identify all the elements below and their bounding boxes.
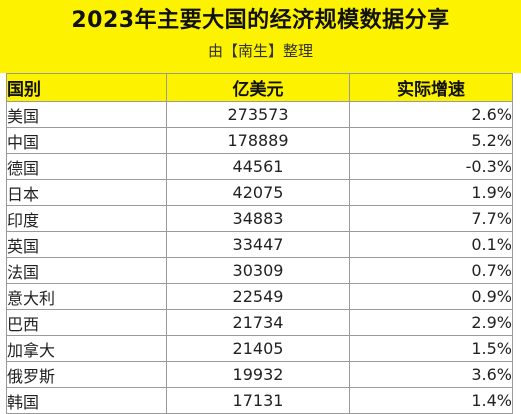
column-header-country: 国别: [6, 73, 167, 102]
table-row: 法国 30309 0.7%: [6, 257, 513, 284]
country-cell: 俄罗斯: [6, 361, 167, 388]
country-cell: 巴西: [6, 309, 167, 336]
table-row: 巴西 21734 2.9%: [6, 309, 513, 336]
value-cell: 42075: [166, 179, 350, 206]
country-cell: 日本: [6, 179, 167, 206]
value-cell: 17131: [166, 387, 350, 414]
country-cell: 英国: [6, 231, 167, 258]
country-cell: 美国: [6, 101, 167, 128]
country-cell: 意大利: [6, 283, 167, 310]
value-cell: 21405: [166, 335, 350, 362]
table-row: 德国 44561 -0.3%: [6, 153, 513, 180]
gdp-table: 国别 亿美元 实际增速 美国 273573 2.6% 中国 178889 5.2…: [6, 73, 513, 414]
page-subtitle: 由【南生】整理: [207, 42, 313, 60]
title-banner: 2023年主要大国的经济规模数据分享 由【南生】整理: [0, 0, 521, 73]
table-header: 国别 亿美元 实际增速: [6, 73, 513, 102]
value-cell: 21734: [166, 309, 350, 336]
header-row: 国别 亿美元 实际增速: [6, 73, 513, 102]
value-cell: 33447: [166, 231, 350, 258]
country-cell: 韩国: [6, 387, 167, 414]
country-cell: 法国: [6, 257, 167, 284]
growth-cell: 1.4%: [349, 387, 513, 414]
growth-cell: 0.7%: [349, 257, 513, 284]
table-row: 美国 273573 2.6%: [6, 101, 513, 128]
table-row: 日本 42075 1.9%: [6, 179, 513, 206]
table-row: 加拿大 21405 1.5%: [6, 335, 513, 362]
page-title: 2023年主要大国的经济规模数据分享: [71, 8, 450, 33]
table-row: 韩国 17131 1.4%: [6, 387, 513, 414]
growth-cell: 7.7%: [349, 205, 513, 232]
column-header-value: 亿美元: [166, 73, 350, 102]
country-cell: 印度: [6, 205, 167, 232]
growth-cell: 2.9%: [349, 309, 513, 336]
growth-cell: 5.2%: [349, 127, 513, 154]
value-cell: 19932: [166, 361, 350, 388]
growth-cell: -0.3%: [349, 153, 513, 180]
table-row: 意大利 22549 0.9%: [6, 283, 513, 310]
country-cell: 中国: [6, 127, 167, 154]
table-row: 中国 178889 5.2%: [6, 127, 513, 154]
growth-cell: 2.6%: [349, 101, 513, 128]
country-cell: 德国: [6, 153, 167, 180]
value-cell: 34883: [166, 205, 350, 232]
growth-cell: 1.9%: [349, 179, 513, 206]
value-cell: 44561: [166, 153, 350, 180]
value-cell: 178889: [166, 127, 350, 154]
growth-cell: 1.5%: [349, 335, 513, 362]
growth-cell: 3.6%: [349, 361, 513, 388]
value-cell: 30309: [166, 257, 350, 284]
growth-cell: 0.9%: [349, 283, 513, 310]
value-cell: 273573: [166, 101, 350, 128]
table-row: 英国 33447 0.1%: [6, 231, 513, 258]
table-row: 印度 34883 7.7%: [6, 205, 513, 232]
growth-cell: 0.1%: [349, 231, 513, 258]
country-cell: 加拿大: [6, 335, 167, 362]
table-body: 美国 273573 2.6% 中国 178889 5.2% 德国 44561 -…: [6, 101, 513, 414]
table-row: 俄罗斯 19932 3.6%: [6, 361, 513, 388]
column-header-growth: 实际增速: [349, 73, 513, 102]
value-cell: 22549: [166, 283, 350, 310]
